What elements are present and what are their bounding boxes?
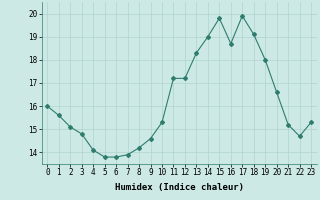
- X-axis label: Humidex (Indice chaleur): Humidex (Indice chaleur): [115, 183, 244, 192]
